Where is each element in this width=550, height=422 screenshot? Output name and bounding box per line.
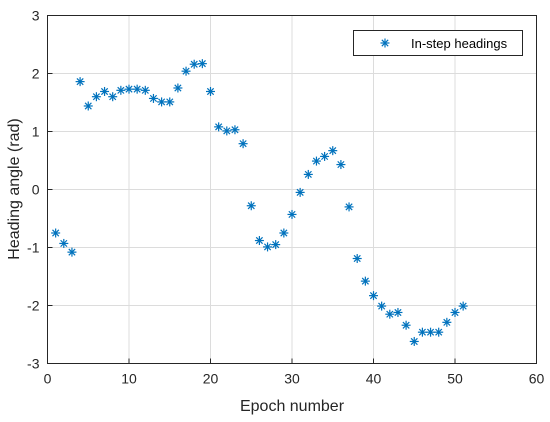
data-point — [165, 97, 175, 107]
x-tick-label: 0 — [44, 371, 52, 387]
legend-label: In-step headings — [411, 36, 508, 51]
y-tick-label: -1 — [27, 240, 40, 256]
data-point — [369, 291, 378, 301]
data-point — [271, 240, 281, 250]
data-point — [214, 122, 224, 132]
data-point — [140, 85, 150, 95]
data-point — [426, 327, 436, 337]
data-points — [51, 59, 468, 346]
data-point — [108, 92, 118, 102]
data-point — [132, 84, 142, 94]
data-point — [352, 254, 362, 264]
legend-marker-icon — [380, 38, 390, 48]
data-point — [401, 320, 411, 330]
y-axis: -3 -2 -1 0 1 2 3 — [27, 8, 53, 372]
y-tick-label: 0 — [32, 182, 40, 198]
grid-lines — [47, 15, 537, 364]
x-tick-label: 20 — [203, 371, 219, 387]
data-point — [254, 236, 264, 246]
x-tick-label: 10 — [121, 371, 137, 387]
data-point — [385, 309, 395, 319]
data-point — [279, 228, 289, 238]
data-point — [238, 139, 248, 149]
data-point — [173, 83, 183, 93]
data-point — [181, 66, 191, 76]
data-point — [344, 202, 354, 212]
data-point — [51, 228, 61, 238]
data-point — [116, 85, 126, 95]
data-point — [157, 97, 167, 107]
x-axis-label: Epoch number — [240, 398, 345, 415]
data-point — [83, 101, 93, 111]
data-point — [458, 301, 468, 311]
data-point — [320, 151, 330, 161]
data-point — [197, 59, 207, 69]
data-point — [311, 156, 321, 166]
x-axis: 0 10 20 30 40 50 60 — [44, 358, 545, 387]
data-point — [417, 327, 427, 337]
data-point — [328, 146, 338, 156]
data-point — [434, 327, 444, 337]
data-point — [124, 84, 134, 94]
y-tick-label: 2 — [32, 66, 40, 82]
data-point — [263, 242, 273, 252]
y-tick-label: -2 — [27, 298, 40, 314]
data-point — [287, 209, 297, 219]
data-point — [409, 336, 419, 346]
y-tick-label: -3 — [27, 356, 40, 372]
data-point — [75, 77, 85, 87]
y-tick-label: 1 — [32, 124, 40, 140]
data-point — [246, 201, 256, 211]
data-point — [393, 307, 403, 317]
data-point — [59, 238, 69, 248]
x-tick-label: 30 — [284, 371, 300, 387]
data-point — [206, 86, 215, 96]
data-point — [303, 169, 313, 179]
data-point — [450, 307, 460, 317]
x-tick-label: 50 — [447, 371, 463, 387]
data-point — [442, 317, 452, 327]
data-point — [377, 301, 387, 311]
data-point — [148, 93, 158, 103]
data-point — [91, 92, 101, 102]
data-point — [189, 59, 199, 69]
y-tick-label: 3 — [32, 8, 40, 24]
data-point — [230, 125, 240, 135]
y-axis-label: Heading angle (rad) — [6, 118, 23, 259]
data-point — [295, 187, 305, 197]
data-point — [67, 247, 77, 257]
data-point — [100, 86, 110, 96]
x-tick-label: 60 — [529, 371, 545, 387]
legend: In-step headings — [353, 30, 523, 56]
data-point — [360, 276, 370, 286]
x-tick-label: 40 — [366, 371, 382, 387]
data-point — [336, 160, 346, 170]
data-point — [222, 126, 232, 136]
